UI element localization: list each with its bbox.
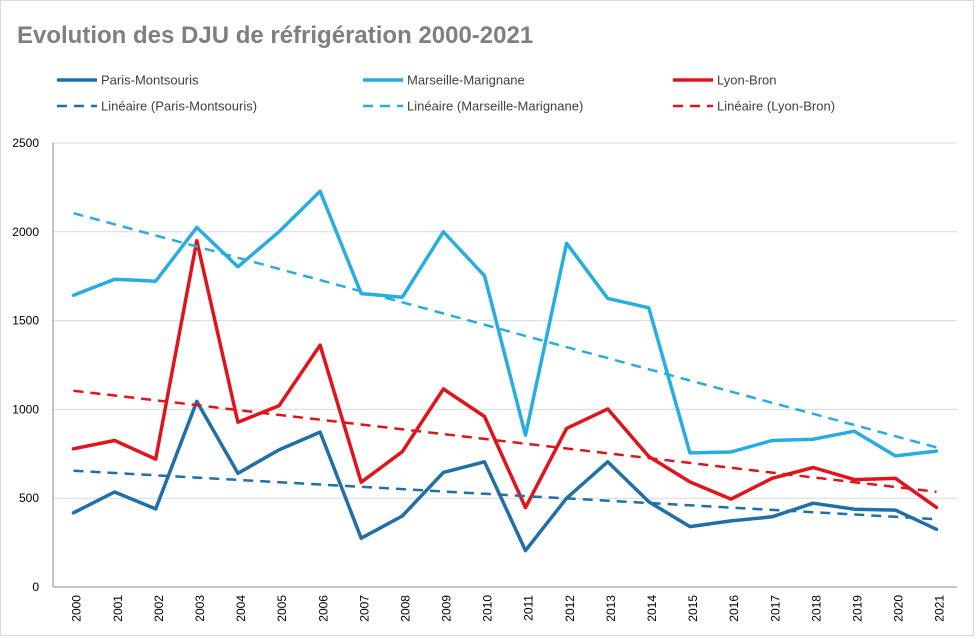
x-tick-label: 2016 (727, 595, 741, 622)
x-tick-label: 2021 (933, 595, 947, 622)
x-tick-label: 2002 (152, 595, 166, 622)
x-tick-label: 2013 (604, 595, 618, 622)
x-tick-label: 2017 (768, 595, 782, 622)
x-tick-label: 2015 (686, 595, 700, 622)
chart-title: Evolution des DJU de réfrigération 2000-… (17, 22, 533, 49)
legend-label: Linéaire (Marseille-Marignane) (407, 99, 583, 114)
x-tick-label: 2010 (481, 595, 495, 622)
y-tick-label: 1000 (12, 402, 39, 416)
x-tick-label: 2007 (357, 595, 371, 622)
x-tick-label: 2006 (316, 595, 330, 622)
legend-item: Lyon-Bron (673, 73, 777, 88)
trendline (73, 211, 937, 449)
trendline (73, 389, 937, 494)
y-tick-label: 1500 (12, 314, 39, 328)
legend-label: Paris-Montsouris (101, 73, 199, 88)
x-tick-label: 2001 (111, 595, 125, 622)
legend-item: Linéaire (Paris-Montsouris) (57, 99, 257, 114)
y-tick-label: 0 (32, 580, 39, 594)
legend: Paris-Montsouris Marseille-Marignane Lyon-… (57, 73, 835, 114)
y-tick-label: 500 (19, 491, 39, 505)
x-tick-label: 2004 (234, 595, 248, 622)
x-tick-label: 2005 (275, 595, 289, 622)
x-tick-label: 2019 (850, 595, 864, 622)
grid (52, 142, 957, 588)
x-tick-label: 2012 (563, 595, 577, 622)
legend-label: Lyon-Bron (717, 73, 777, 88)
y-axis: 0 500 1000 1500 2000 2500 (12, 136, 39, 594)
x-axis: 2000 2001 2002 2003 2004 2005 2006 2007 2008 2009… (70, 595, 947, 622)
x-tick-label: 2008 (398, 595, 412, 622)
legend-item: Linéaire (Marseille-Marignane) (363, 99, 583, 114)
x-tick-label: 2011 (522, 595, 536, 621)
series-line (71, 189, 939, 458)
x-tick-label: 2003 (193, 595, 207, 622)
legend-label: Linéaire (Lyon-Bron) (717, 99, 835, 114)
x-tick-label: 2000 (70, 595, 84, 622)
trendline (73, 469, 937, 521)
plot-area (71, 189, 939, 553)
legend-label: Linéaire (Paris-Montsouris) (101, 99, 257, 114)
x-tick-label: 2009 (440, 595, 454, 622)
x-tick-label: 2014 (645, 595, 659, 622)
legend-item: Linéaire (Lyon-Bron) (673, 99, 835, 114)
legend-item: Marseille-Marignane (363, 73, 525, 88)
legend-label: Marseille-Marignane (407, 73, 525, 88)
legend-item: Paris-Montsouris (57, 73, 199, 88)
x-tick-label: 2020 (892, 595, 906, 622)
y-tick-label: 2000 (12, 225, 39, 239)
y-tick-label: 2500 (12, 136, 39, 150)
x-tick-label: 2018 (809, 595, 823, 622)
series-line (71, 238, 939, 510)
